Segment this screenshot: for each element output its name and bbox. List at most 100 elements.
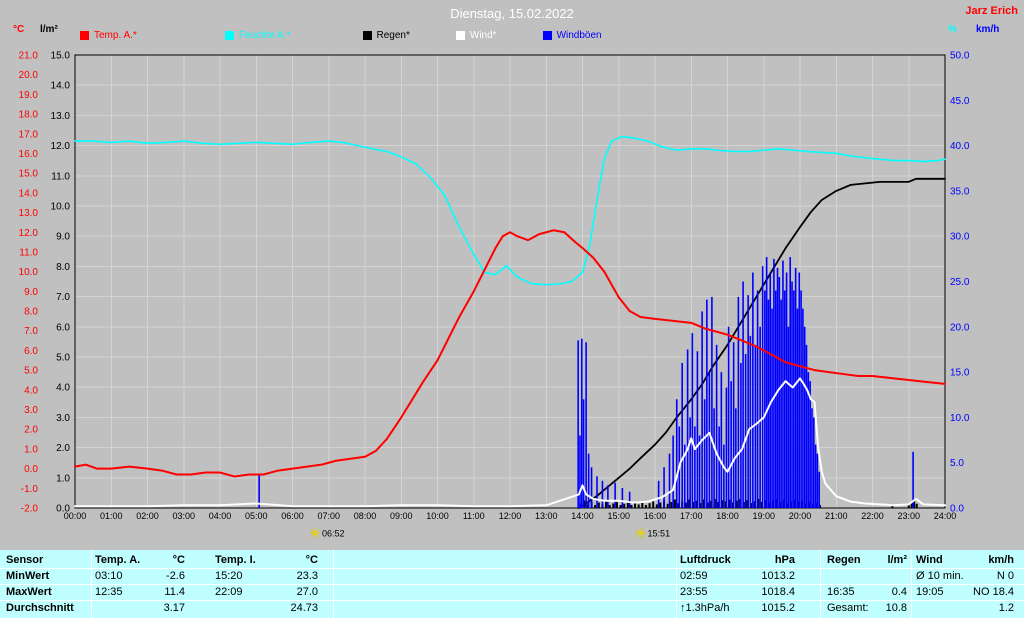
stats-cell: 27.0 bbox=[296, 586, 318, 598]
wind-axis-labels: 0.0 5.0 10.0 15.0 20.0 25.0 30.0 35.0 40.0 45.0 50… bbox=[950, 51, 970, 515]
svg-text:10.0: 10.0 bbox=[51, 202, 71, 213]
svg-text:11:00: 11:00 bbox=[463, 511, 485, 521]
svg-text:-1.0: -1.0 bbox=[21, 484, 39, 495]
svg-text:8.0: 8.0 bbox=[24, 307, 38, 318]
svg-text:24:00: 24:00 bbox=[934, 511, 957, 521]
stats-header-cell: Temp. A. bbox=[95, 554, 141, 566]
legend-label-rain: Regen* bbox=[376, 30, 410, 41]
svg-text:25.0: 25.0 bbox=[950, 277, 970, 288]
svg-text:6.0: 6.0 bbox=[56, 322, 70, 333]
svg-text:5.0: 5.0 bbox=[56, 353, 70, 364]
svg-text:7.0: 7.0 bbox=[24, 326, 38, 337]
sun-time: 06:52 bbox=[322, 529, 345, 539]
svg-text:0.0: 0.0 bbox=[24, 464, 38, 475]
svg-text:19.0: 19.0 bbox=[19, 90, 39, 101]
legend-item-rain: Regen* bbox=[362, 30, 410, 41]
rain-axis-unit-label: l/m² bbox=[40, 24, 58, 35]
sun-time: 15:51 bbox=[648, 529, 671, 539]
svg-text:12.0: 12.0 bbox=[19, 228, 39, 239]
svg-text:21.0: 21.0 bbox=[19, 51, 39, 62]
stats-cell: 16:35 bbox=[827, 586, 855, 598]
svg-text:6.0: 6.0 bbox=[24, 346, 38, 357]
legend-label-humidity: Feuchte A.* bbox=[238, 30, 291, 41]
wind-swatch-icon bbox=[455, 31, 465, 40]
svg-text:19:00: 19:00 bbox=[752, 511, 775, 521]
svg-text:0.0: 0.0 bbox=[56, 504, 70, 515]
svg-text:11.0: 11.0 bbox=[51, 171, 70, 182]
svg-text:21:00: 21:00 bbox=[825, 511, 848, 521]
svg-text:2.0: 2.0 bbox=[24, 425, 38, 436]
svg-text:40.0: 40.0 bbox=[950, 141, 970, 152]
stats-cell: 23:55 bbox=[680, 586, 708, 598]
stats-cell: MaxWert bbox=[6, 586, 52, 598]
stats-cell: 11.4 bbox=[164, 586, 185, 598]
stats-header-cell: Wind bbox=[916, 554, 943, 566]
svg-text:15:00: 15:00 bbox=[607, 511, 630, 521]
stats-cell: N 0 bbox=[996, 570, 1014, 582]
svg-text:9.0: 9.0 bbox=[24, 287, 38, 298]
stats-header-cell: Regen bbox=[827, 554, 861, 566]
stats-cell: 3.17 bbox=[163, 602, 185, 614]
svg-text:13:00: 13:00 bbox=[535, 511, 558, 521]
stats-cell: MinWert bbox=[6, 570, 50, 582]
humidity-axis-unit-label: % bbox=[948, 24, 957, 35]
svg-text:4.0: 4.0 bbox=[24, 385, 38, 396]
temp-axis-labels: 21.0 20.0 19.0 18.0 17.0 16.0 15.0 14.0 13.0 12.0… bbox=[19, 51, 39, 515]
svg-text:15.0: 15.0 bbox=[19, 169, 39, 180]
series-wind bbox=[74, 377, 946, 508]
chart-title: Dienstag, 15.02.2022 bbox=[450, 6, 574, 21]
stats-cell: Durchschnitt bbox=[6, 602, 74, 614]
temp-axis-unit-label: °C bbox=[13, 24, 25, 35]
sun-icon: 06:52 bbox=[309, 527, 345, 539]
hour-axis-labels: 00:00 01:00 02:00 03:00 04:00 05:00 06:00 07:00… bbox=[64, 511, 957, 521]
legend-label-wind: Wind* bbox=[469, 30, 497, 41]
svg-text:18:00: 18:00 bbox=[716, 511, 739, 521]
svg-text:04:00: 04:00 bbox=[209, 511, 232, 521]
humidity-swatch-icon bbox=[224, 31, 234, 40]
stats-cell: 1018.4 bbox=[761, 586, 795, 598]
svg-text:30.0: 30.0 bbox=[950, 232, 970, 243]
stats-header-cell: km/h bbox=[988, 554, 1014, 566]
legend-label-temp: Temp. A.* bbox=[94, 30, 137, 41]
svg-text:20.0: 20.0 bbox=[950, 322, 970, 333]
table-row-divider bbox=[0, 584, 1024, 585]
stats-cell: -2.6 bbox=[166, 570, 185, 582]
stats-cell: 19:05 bbox=[916, 586, 944, 598]
svg-text:1.0: 1.0 bbox=[56, 473, 70, 484]
series-humidity bbox=[74, 135, 946, 286]
svg-text:3.0: 3.0 bbox=[56, 413, 70, 424]
svg-text:0.0: 0.0 bbox=[950, 504, 964, 515]
svg-text:15.0: 15.0 bbox=[51, 51, 71, 62]
station-name: Jarz Erich bbox=[965, 5, 1018, 17]
stats-cell: 0.4 bbox=[891, 586, 907, 598]
svg-text:35.0: 35.0 bbox=[950, 186, 970, 197]
svg-text:03:00: 03:00 bbox=[172, 511, 195, 521]
svg-text:4.0: 4.0 bbox=[56, 383, 70, 394]
svg-text:50.0: 50.0 bbox=[950, 51, 970, 62]
stats-header-cell: Temp. I. bbox=[215, 554, 256, 566]
svg-text:22:00: 22:00 bbox=[861, 511, 884, 521]
svg-text:01:00: 01:00 bbox=[100, 511, 123, 521]
svg-text:7.0: 7.0 bbox=[56, 292, 70, 303]
table-row-divider bbox=[0, 568, 1024, 569]
svg-text:5.0: 5.0 bbox=[24, 366, 38, 377]
temp-swatch-icon bbox=[80, 31, 89, 40]
stats-cell: 23.3 bbox=[296, 570, 318, 582]
stats-cell: 1.2 bbox=[998, 602, 1014, 614]
stats-cell: 03:10 bbox=[95, 570, 123, 582]
legend-item-wind: Wind* bbox=[455, 30, 497, 41]
sun-icon: 15:51 bbox=[635, 527, 671, 539]
svg-text:11.0: 11.0 bbox=[19, 247, 38, 258]
stats-cell: 22:09 bbox=[215, 586, 243, 598]
stats-header-cell: °C bbox=[305, 554, 318, 566]
svg-text:9.0: 9.0 bbox=[56, 232, 70, 243]
svg-text:15.0: 15.0 bbox=[950, 368, 970, 379]
stats-cell: 12:35 bbox=[95, 586, 123, 598]
stats-cell: NO 18.4 bbox=[973, 586, 1014, 598]
stats-header-cell: l/m² bbox=[887, 554, 907, 566]
svg-text:17:00: 17:00 bbox=[680, 511, 703, 521]
legend-item-humidity: Feuchte A.* bbox=[224, 30, 291, 41]
stats-cell: Ø 10 min. bbox=[916, 570, 964, 582]
svg-text:10.0: 10.0 bbox=[19, 267, 39, 278]
stats-cell: Gesamt: bbox=[827, 602, 869, 614]
